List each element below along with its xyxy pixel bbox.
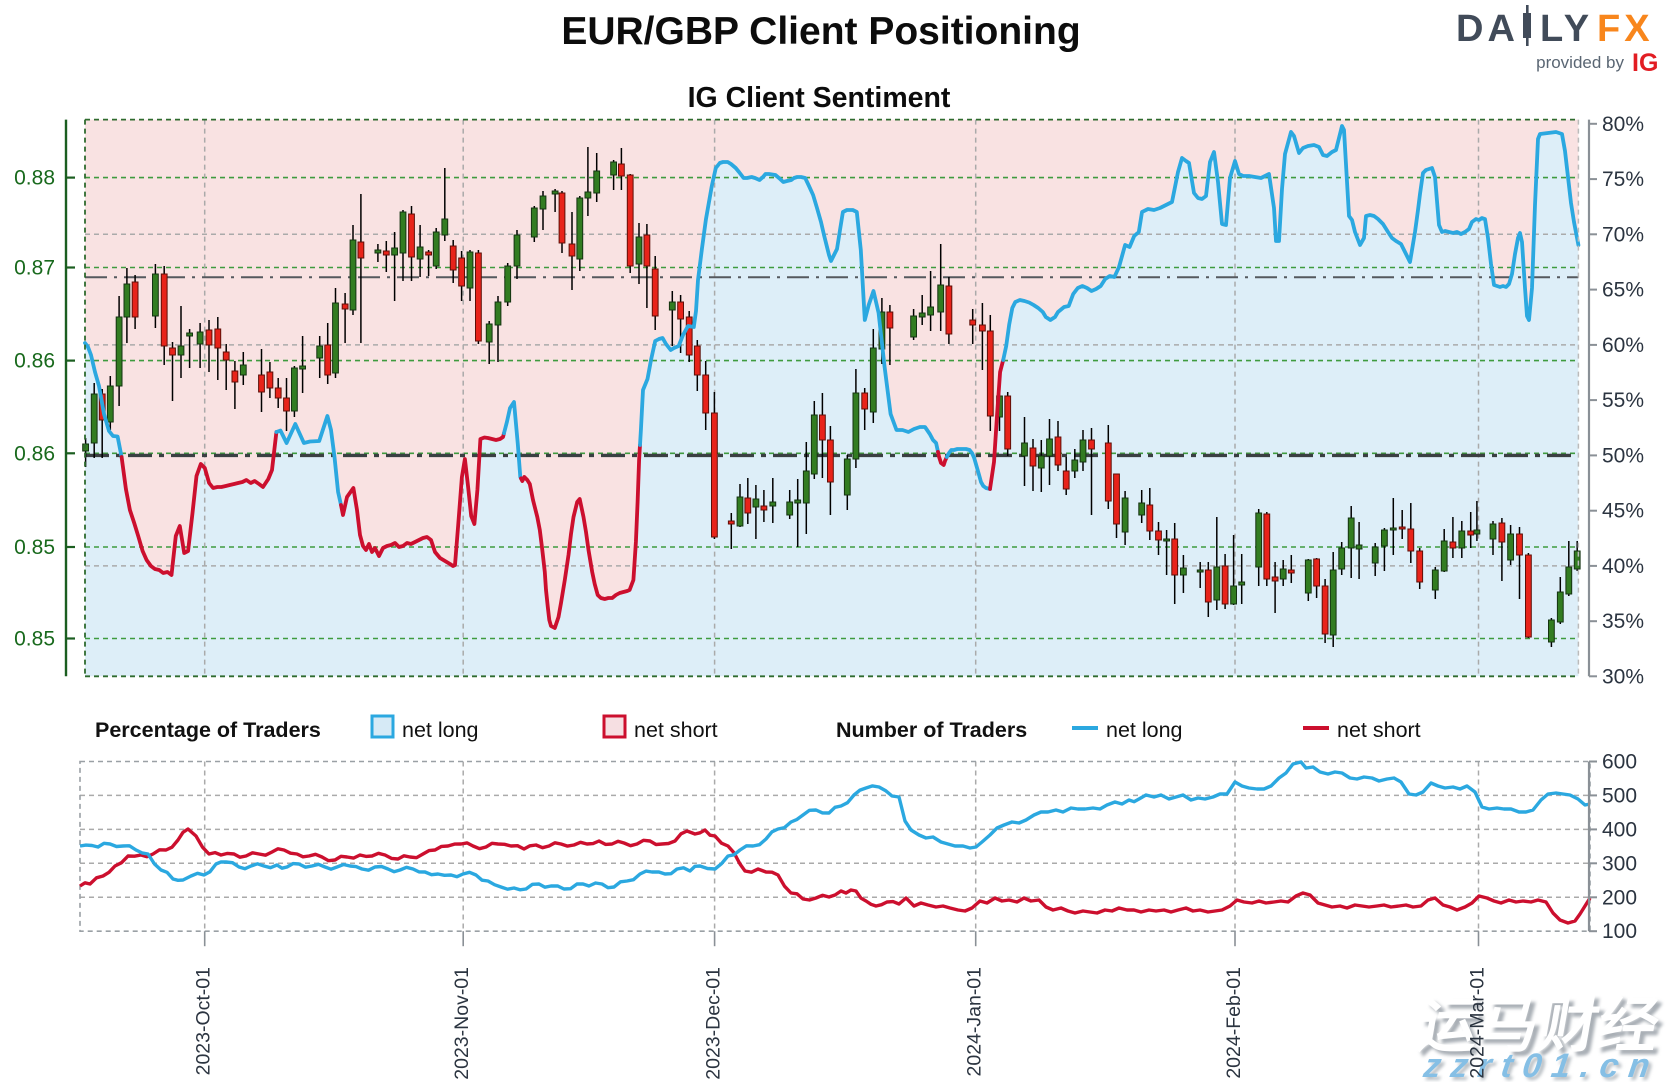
svg-text:0.86: 0.86: [14, 442, 55, 465]
svg-text:40%: 40%: [1602, 555, 1644, 578]
svg-text:65%: 65%: [1602, 279, 1644, 302]
svg-text:0.87: 0.87: [14, 257, 55, 280]
svg-text:net long: net long: [1106, 718, 1183, 742]
svg-text:60%: 60%: [1602, 334, 1644, 357]
svg-text:FX: FX: [1597, 8, 1654, 50]
svg-text:net long: net long: [402, 718, 479, 742]
svg-text:2024-Mar-01: 2024-Mar-01: [1467, 967, 1489, 1079]
svg-text:70%: 70%: [1602, 223, 1644, 246]
svg-text:zzrt01.cn: zzrt01.cn: [1424, 1050, 1666, 1082]
svg-text:75%: 75%: [1602, 168, 1644, 191]
svg-text:200: 200: [1602, 886, 1637, 909]
svg-text:55%: 55%: [1602, 389, 1644, 412]
svg-text:600: 600: [1602, 751, 1637, 774]
svg-text:net short: net short: [1337, 718, 1421, 742]
svg-text:80%: 80%: [1602, 113, 1644, 136]
svg-text:100: 100: [1602, 920, 1637, 943]
svg-text:500: 500: [1602, 784, 1637, 807]
svg-text:0.88: 0.88: [14, 167, 55, 190]
svg-text:2023-Nov-01: 2023-Nov-01: [451, 967, 473, 1080]
svg-text:35%: 35%: [1602, 610, 1644, 633]
svg-text:45%: 45%: [1602, 500, 1644, 523]
svg-text:Percentage of Traders: Percentage of Traders: [95, 718, 321, 742]
svg-text:300: 300: [1602, 852, 1637, 875]
svg-text:LY: LY: [1540, 8, 1593, 50]
svg-text:2024-Feb-01: 2024-Feb-01: [1223, 967, 1245, 1079]
svg-text:400: 400: [1602, 818, 1637, 841]
svg-text:2024-Jan-01: 2024-Jan-01: [964, 967, 986, 1077]
svg-text:0.86: 0.86: [14, 350, 55, 373]
svg-text:50%: 50%: [1602, 444, 1644, 467]
svg-text:运马财经: 运马财经: [1413, 991, 1665, 1058]
svg-text:Number of Traders: Number of Traders: [836, 718, 1027, 742]
svg-text:IG Client Sentiment: IG Client Sentiment: [688, 82, 951, 114]
svg-text:IG: IG: [1632, 49, 1658, 77]
svg-text:运马财经: 运马财经: [1417, 995, 1667, 1062]
svg-text:0.85: 0.85: [14, 536, 55, 559]
svg-text:net short: net short: [634, 718, 718, 742]
svg-text:provided by: provided by: [1536, 53, 1624, 72]
svg-text:2023-Oct-01: 2023-Oct-01: [193, 967, 215, 1075]
svg-text:DA: DA: [1456, 8, 1519, 50]
svg-text:EUR/GBP Client Positioning: EUR/GBP Client Positioning: [561, 10, 1080, 53]
svg-text:0.85: 0.85: [14, 628, 55, 651]
svg-text:2023-Dec-01: 2023-Dec-01: [703, 967, 725, 1080]
svg-text:30%: 30%: [1602, 665, 1644, 688]
svg-text:zzrt01.cn: zzrt01.cn: [1420, 1047, 1662, 1082]
